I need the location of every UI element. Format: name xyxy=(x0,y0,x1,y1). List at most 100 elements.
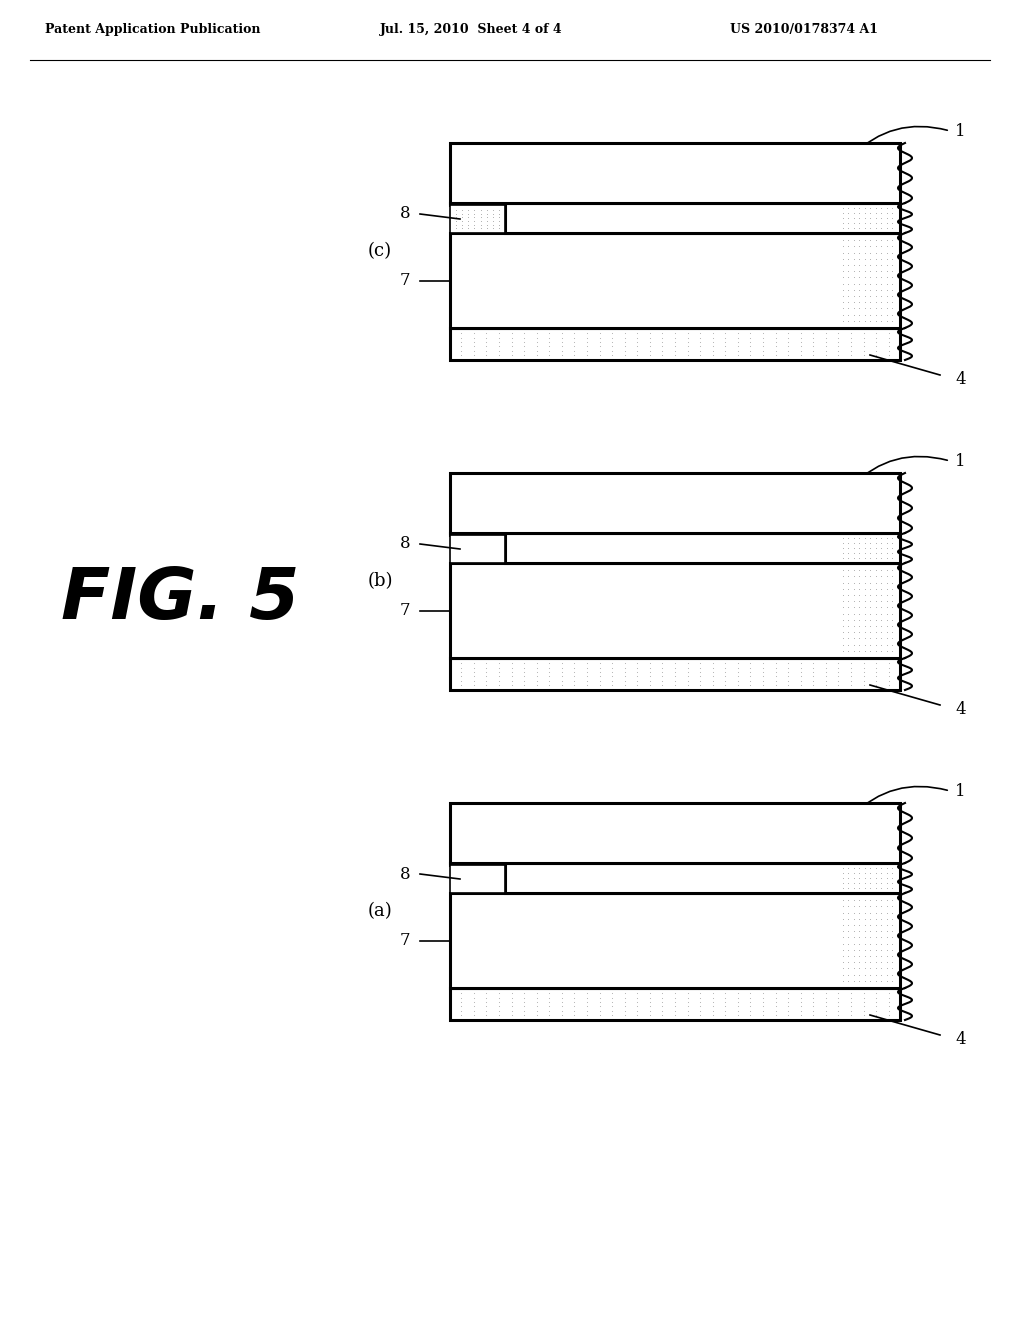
Point xyxy=(755,322,771,343)
Point xyxy=(873,945,890,966)
Point xyxy=(692,995,709,1016)
Point xyxy=(616,987,633,1008)
Point xyxy=(793,1001,809,1022)
Point xyxy=(642,675,658,696)
Point xyxy=(851,248,867,269)
Point xyxy=(592,1005,608,1026)
Point xyxy=(879,927,895,948)
Point xyxy=(873,890,890,911)
Point xyxy=(629,335,645,356)
Point xyxy=(767,1001,783,1022)
Point xyxy=(856,590,872,611)
Point xyxy=(528,335,545,356)
Point xyxy=(868,652,885,673)
Point xyxy=(846,915,862,936)
Point xyxy=(566,335,583,356)
Point xyxy=(855,322,871,343)
Point xyxy=(840,213,856,234)
Point xyxy=(835,572,851,593)
Point xyxy=(528,982,545,1003)
Point xyxy=(642,657,658,678)
Point xyxy=(873,863,890,884)
Point xyxy=(851,198,867,219)
Point xyxy=(516,327,532,348)
Point xyxy=(755,1005,771,1026)
Point xyxy=(835,597,851,618)
Point xyxy=(862,902,879,923)
Point xyxy=(755,327,771,348)
Point xyxy=(879,964,895,985)
Text: 8: 8 xyxy=(399,206,410,223)
Point xyxy=(840,915,856,936)
Point xyxy=(868,331,885,352)
Point xyxy=(541,331,557,352)
Point xyxy=(862,566,879,587)
Point xyxy=(856,867,872,888)
Point xyxy=(835,902,851,923)
Point xyxy=(679,1001,695,1022)
Point xyxy=(566,345,583,366)
Point xyxy=(851,964,867,985)
Point xyxy=(873,876,890,898)
Point xyxy=(516,341,532,362)
Point xyxy=(692,345,709,366)
Point xyxy=(642,327,658,348)
Point xyxy=(862,242,879,263)
Point xyxy=(528,987,545,1008)
Point xyxy=(884,908,900,929)
Point xyxy=(862,543,879,564)
Point xyxy=(879,255,895,276)
Polygon shape xyxy=(450,234,900,327)
Point xyxy=(830,1001,847,1022)
Point xyxy=(884,867,900,888)
Point xyxy=(835,896,851,917)
Point xyxy=(862,863,879,884)
Point xyxy=(528,652,545,673)
Point xyxy=(862,952,879,973)
Point xyxy=(472,214,488,235)
Point xyxy=(835,560,851,581)
Point xyxy=(835,622,851,643)
Polygon shape xyxy=(450,987,900,1020)
Point xyxy=(873,622,890,643)
Point xyxy=(793,341,809,362)
Point xyxy=(835,273,851,294)
Point xyxy=(867,546,884,568)
Point xyxy=(846,537,862,558)
Point xyxy=(867,958,884,979)
Point xyxy=(856,933,872,954)
Point xyxy=(579,991,595,1012)
Point xyxy=(840,958,856,979)
Point xyxy=(868,991,885,1012)
Point xyxy=(881,345,897,366)
Point xyxy=(541,345,557,366)
Point xyxy=(466,657,482,678)
Point xyxy=(780,987,797,1008)
Point xyxy=(453,345,469,366)
Point xyxy=(867,590,884,611)
Point xyxy=(873,267,890,288)
Point xyxy=(742,982,759,1003)
Point xyxy=(554,1005,570,1026)
Point xyxy=(579,675,595,696)
Point xyxy=(717,987,733,1008)
Point xyxy=(846,603,862,624)
Point xyxy=(840,634,856,655)
Point xyxy=(629,675,645,696)
Point xyxy=(856,572,872,593)
Point xyxy=(851,933,867,954)
Point xyxy=(490,652,507,673)
Point xyxy=(604,331,621,352)
Point xyxy=(873,927,890,948)
Point xyxy=(654,322,671,343)
Point xyxy=(629,665,645,686)
Point xyxy=(835,198,851,219)
Point xyxy=(846,628,862,649)
Point xyxy=(767,652,783,673)
Point xyxy=(862,634,879,655)
Point xyxy=(835,260,851,281)
Point xyxy=(884,876,900,898)
Point xyxy=(840,628,856,649)
Point xyxy=(846,236,862,257)
Point xyxy=(541,995,557,1016)
